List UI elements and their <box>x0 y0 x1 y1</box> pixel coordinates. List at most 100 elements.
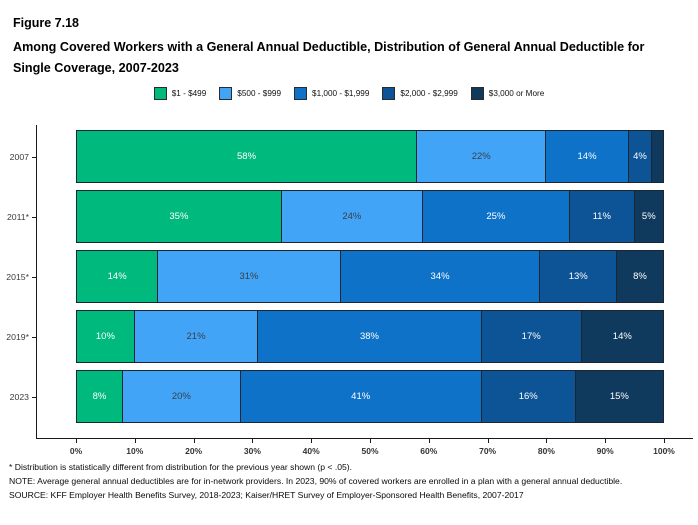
bar-segment-label: 34% <box>430 271 450 282</box>
y-axis-label: 2019* <box>6 331 29 342</box>
x-axis-label: 20% <box>185 446 203 456</box>
bar-segment-label: 14% <box>107 271 127 282</box>
legend-label: $3,000 or More <box>488 89 545 98</box>
x-axis-tick <box>134 439 136 443</box>
bar-segment: 5% <box>634 190 664 243</box>
x-axis-tick <box>664 439 665 443</box>
bar-segment: 14% <box>546 130 629 183</box>
footnote-note: NOTE: Average general annual deductibles… <box>9 475 623 486</box>
bar-segment-label: 38% <box>359 331 379 342</box>
bar-segment: 16% <box>481 370 576 423</box>
bar-segment: 11% <box>569 190 635 243</box>
bar-segment: 41% <box>240 370 482 423</box>
bar-segment: 21% <box>134 310 259 363</box>
bar-segment-label: 22% <box>471 151 491 162</box>
bar-segment: 58% <box>76 130 418 183</box>
legend-item: $3,000 or More <box>470 87 545 100</box>
bar-segment: 20% <box>123 370 241 423</box>
bar-segment-label: 35% <box>169 211 189 222</box>
bar-row-2011: 35% 24% 25% 11% 5% <box>76 190 664 243</box>
bar-segment-label: 5% <box>641 211 656 222</box>
legend-swatch-icon <box>382 87 396 100</box>
y-axis-label: 2023 <box>9 391 29 402</box>
bar-row-2019: 10% 21% 38% 17% 14% <box>76 310 664 363</box>
legend-swatch-icon <box>470 87 484 100</box>
x-axis-tick <box>311 439 313 443</box>
bar-segment-label: 15% <box>609 391 629 402</box>
bar-segment: 22% <box>417 130 547 183</box>
bar-segment-label: 21% <box>186 331 206 342</box>
x-axis-label: 80% <box>537 446 555 456</box>
y-axis-tick <box>32 336 36 338</box>
bar-segment: 15% <box>575 370 664 423</box>
bar-segment-label: 25% <box>486 211 506 222</box>
x-axis-label: 100% <box>653 446 675 456</box>
y-axis-label: 2007 <box>9 151 29 162</box>
bar-segment: 8% <box>616 250 664 303</box>
legend: $1 - $499 $500 - $999 $1,000 - $1,999 $2,00… <box>0 87 698 100</box>
bar-segment: 24% <box>281 190 423 243</box>
legend-item: $500 - $999 <box>219 87 281 100</box>
bar-segment-label: 14% <box>612 331 632 342</box>
legend-label: $500 - $999 <box>237 89 282 98</box>
bar-row-2023: 8% 20% 41% 16% 15% <box>76 370 664 423</box>
legend-item: $1,000 - $1,999 <box>294 87 369 100</box>
figure-label: Figure 7.18 <box>13 16 79 30</box>
legend-label: $2,000 - $2,999 <box>400 89 458 98</box>
bar-segment: 14% <box>76 250 159 303</box>
bar-segment-label: 8% <box>633 271 647 282</box>
bar-segment <box>652 130 664 183</box>
footnote-significance: * Distribution is statistically differen… <box>9 462 353 472</box>
bar-segment: 17% <box>481 310 582 363</box>
x-axis-label: 60% <box>420 446 438 456</box>
footnotes: * Distribution is statistically differen… <box>9 461 667 502</box>
legend-label: $1 - $499 <box>171 89 207 98</box>
bar-segment-label: 16% <box>518 391 538 402</box>
bar-row-2015: 14% 31% 34% 13% 8% <box>76 250 664 303</box>
x-axis-label: 90% <box>596 446 614 456</box>
bar-segment: 8% <box>76 370 124 423</box>
x-axis-tick <box>605 439 607 443</box>
x-axis-label: 40% <box>302 446 320 456</box>
bar-segment-label: 31% <box>239 271 259 282</box>
bar-segment: 25% <box>422 190 570 243</box>
y-axis-label: 2011* <box>6 211 29 222</box>
legend-item: $1 - $499 <box>153 87 207 100</box>
y-axis-tick <box>32 396 36 398</box>
bar-segment-label: 17% <box>521 331 541 342</box>
legend-swatch-icon <box>219 87 233 100</box>
x-axis-tick <box>546 439 548 443</box>
bar-segment-label: 4% <box>633 151 647 162</box>
bar-segment-label: 14% <box>577 151 597 162</box>
x-axis-label: 70% <box>479 446 497 456</box>
bar-segment: 14% <box>581 310 664 363</box>
bar-segment: 4% <box>628 130 653 183</box>
y-axis-label: 2015* <box>6 271 29 282</box>
x-axis-label: 30% <box>243 446 261 456</box>
footnote-source: SOURCE: KFF Employer Health Benefits Sur… <box>9 489 524 500</box>
plot-area: 58% 22% 14% 4% 2007 35% 24% 25% 11% 5% 2011* 14% 31%… <box>6 125 693 456</box>
bar-segment: 13% <box>540 250 617 303</box>
x-axis-label: 50% <box>361 446 379 456</box>
bar-segment-label: 20% <box>171 391 191 402</box>
bar-segment-label: 41% <box>351 391 371 402</box>
bar-segment-label: 8% <box>92 391 107 402</box>
bar-segment-label: 13% <box>568 271 588 282</box>
bar-segment: 31% <box>158 250 341 303</box>
bar-row-2007: 58% 22% 14% 4% <box>76 130 664 183</box>
bar-segment-label: 11% <box>592 211 611 222</box>
y-axis-tick <box>32 156 36 158</box>
x-axis-tick <box>76 439 77 443</box>
x-axis-label: 10% <box>126 446 144 456</box>
x-axis-label: 0% <box>69 446 83 456</box>
legend-item: $2,000 - $2,999 <box>382 87 458 100</box>
x-axis-tick <box>428 439 430 443</box>
bar-segment-label: 58% <box>237 151 257 162</box>
x-axis-tick <box>252 439 254 443</box>
chart-title: Among Covered Workers with a General Ann… <box>13 40 645 76</box>
legend-swatch-icon <box>294 87 308 100</box>
bar-segment: 10% <box>76 310 135 363</box>
x-axis-tick <box>487 439 489 443</box>
x-axis-tick <box>370 439 371 443</box>
